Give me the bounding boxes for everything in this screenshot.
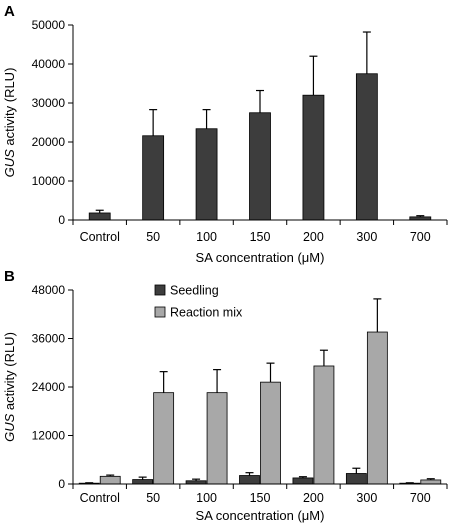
bar-seedling-1 — [132, 479, 154, 485]
y-tick-label: 12000 — [32, 429, 66, 443]
y-tick-label: 30000 — [32, 96, 66, 110]
y-tick-label: 10000 — [32, 174, 66, 188]
bar-reaction-mix-1 — [153, 392, 175, 485]
y-tick-label: 48000 — [32, 283, 66, 297]
y-axis-label-italic: GUS — [2, 149, 17, 178]
y-axis-label-rest: activity (RLU) — [2, 332, 17, 414]
y-tick-label: 50000 — [32, 18, 66, 32]
y-tick-label: 20000 — [32, 135, 66, 149]
chart-panel-b: B 0 12000 24000 36000 48000 Control 50 100 150 200… — [2, 268, 448, 523]
bar-reaction-mix-2 — [206, 392, 228, 485]
legend-label: Reaction mix — [170, 306, 243, 320]
y-axis-label: GUS activity (RLU) — [2, 68, 17, 178]
bar-series-0 — [88, 212, 111, 221]
y-tick-label: 24000 — [32, 380, 66, 394]
legend-swatch — [154, 306, 166, 318]
bar-reaction-mix-4 — [313, 365, 335, 485]
bar-seedling-4 — [292, 477, 314, 485]
y-tick-label: 0 — [58, 213, 65, 227]
x-tick-label: 300 — [356, 491, 377, 505]
y-tick-label: 40000 — [32, 57, 66, 71]
bar-reaction-mix-0 — [99, 475, 121, 485]
legend-swatch — [154, 284, 166, 296]
chart-panel-a: A 0 10000 20000 30000 40000 50000 Control 50 100 1… — [2, 3, 448, 265]
bar-reaction-mix-5 — [366, 331, 388, 485]
x-tick-label: 700 — [410, 491, 431, 505]
x-axis-label: SA concentration (μM) — [196, 250, 325, 265]
y-tick-label: 36000 — [32, 332, 66, 346]
bar-seedling-5 — [345, 473, 367, 485]
y-axis-label-italic: GUS — [2, 413, 17, 442]
legend: Seedling Reaction mix — [154, 284, 243, 320]
y-tick-label: 0 — [58, 477, 65, 491]
x-tick-label: 150 — [250, 491, 271, 505]
bar-reaction-mix-6 — [420, 479, 442, 485]
bar-seedling-3 — [239, 475, 260, 485]
x-axis-label: SA concentration (μM) — [196, 508, 325, 523]
x-tick-label: 200 — [303, 491, 324, 505]
panel-label: A — [4, 3, 15, 20]
x-tick-label: Control — [80, 230, 120, 244]
bar-series-5 — [355, 73, 378, 221]
x-tick-label: 100 — [196, 491, 217, 505]
bar-reaction-mix-3 — [260, 381, 281, 485]
x-tick-label: 150 — [250, 230, 271, 244]
x-tick-label: 100 — [196, 230, 217, 244]
x-tick-label: Control — [80, 491, 120, 505]
legend-label: Seedling — [170, 284, 219, 298]
bar-series-1 — [142, 135, 165, 221]
y-axis-label-rest: activity (RLU) — [2, 68, 17, 150]
x-tick-label: 200 — [303, 230, 324, 244]
x-tick-label: 50 — [146, 230, 160, 244]
bar-series-2 — [195, 128, 218, 221]
bar-series-4 — [302, 94, 325, 221]
panel-label: B — [4, 268, 15, 285]
y-axis-label: GUS activity (RLU) — [2, 332, 17, 442]
bar-series-3 — [249, 112, 271, 221]
x-tick-label: 50 — [146, 491, 160, 505]
x-tick-label: 300 — [356, 230, 377, 244]
x-tick-label: 700 — [410, 230, 431, 244]
